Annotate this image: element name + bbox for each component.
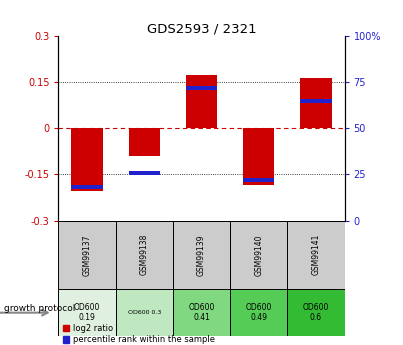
Bar	[230, 289, 287, 336]
Bar	[129, 171, 160, 175]
Text: GSM99137: GSM99137	[83, 234, 91, 276]
Text: OD600
0.19: OD600 0.19	[74, 303, 100, 322]
Bar	[129, 128, 160, 156]
Text: GSM99138: GSM99138	[140, 234, 149, 275]
Bar	[173, 289, 230, 336]
Bar	[58, 289, 116, 336]
Text: OD600
0.49: OD600 0.49	[245, 303, 272, 322]
Text: growth protocol: growth protocol	[4, 304, 75, 313]
Bar	[116, 289, 173, 336]
Title: GDS2593 / 2321: GDS2593 / 2321	[147, 22, 256, 35]
Text: OD600
0.6: OD600 0.6	[303, 303, 329, 322]
Bar	[300, 99, 332, 103]
Bar	[71, 128, 103, 191]
Text: GSM99139: GSM99139	[197, 234, 206, 276]
Bar	[300, 78, 332, 128]
Bar	[243, 178, 274, 182]
Bar	[116, 220, 173, 289]
Text: GSM99141: GSM99141	[312, 234, 320, 275]
Bar	[186, 75, 217, 128]
Text: OD600 0.3: OD600 0.3	[128, 310, 161, 315]
Bar	[287, 220, 345, 289]
Bar	[243, 128, 274, 185]
Bar	[186, 86, 217, 90]
Bar	[71, 185, 103, 189]
Bar	[173, 220, 230, 289]
Legend: log2 ratio, percentile rank within the sample: log2 ratio, percentile rank within the s…	[62, 324, 215, 344]
Bar	[58, 220, 116, 289]
Bar	[287, 289, 345, 336]
Bar	[230, 220, 287, 289]
Text: OD600
0.41: OD600 0.41	[188, 303, 215, 322]
Text: GSM99140: GSM99140	[254, 234, 263, 276]
